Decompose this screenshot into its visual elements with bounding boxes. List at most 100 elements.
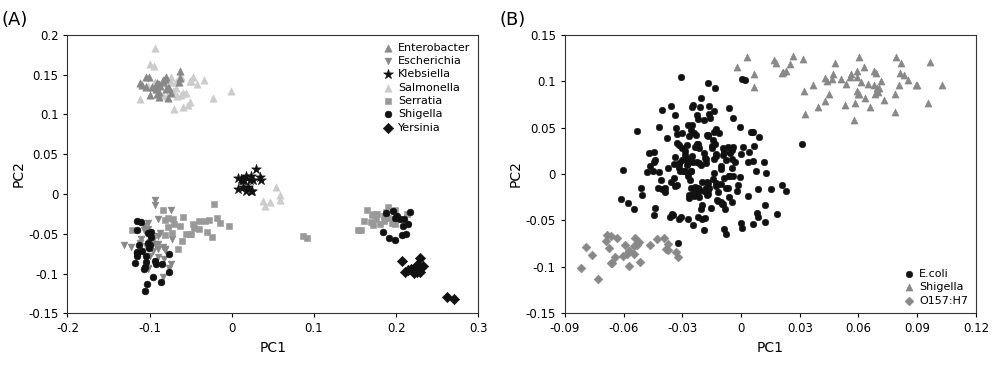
- E.coli: [667, 154, 683, 160]
- Enterobacter: [155, 77, 171, 83]
- Klebsiella: [236, 177, 252, 183]
- Salmonella: [132, 96, 148, 102]
- Shigella: [395, 223, 411, 229]
- E.coli: [667, 183, 683, 189]
- Salmonella: [223, 87, 239, 93]
- Escherichia: [140, 227, 156, 232]
- E.coli: [718, 185, 734, 191]
- E.coli: [702, 115, 718, 121]
- E.coli: [699, 192, 715, 198]
- E.coli: [769, 212, 785, 217]
- E.coli: [641, 150, 657, 156]
- E.coli: [669, 140, 685, 146]
- E.coli: [713, 199, 729, 205]
- E.coli: [687, 145, 703, 150]
- E.coli: [681, 192, 697, 198]
- E.coli: [681, 134, 697, 139]
- E.coli: [680, 160, 696, 166]
- E.coli: [709, 197, 725, 203]
- E.coli: [685, 102, 701, 108]
- Yersinia: [409, 262, 425, 268]
- E.coli: [668, 126, 684, 131]
- E.coli: [645, 168, 661, 174]
- E.coli: [708, 126, 724, 132]
- Shigella: [398, 231, 414, 236]
- E.coli: [691, 145, 707, 151]
- Y-axis label: PC2: PC2: [11, 161, 25, 187]
- E.coli: [721, 194, 737, 200]
- Salmonella: [182, 78, 198, 84]
- Shigella: [774, 70, 790, 76]
- Escherichia: [136, 227, 152, 233]
- E.coli: [678, 155, 694, 161]
- Text: (B): (B): [499, 11, 525, 29]
- E.coli: [663, 179, 679, 185]
- Klebsiella: [245, 176, 261, 182]
- E.coli: [647, 157, 663, 163]
- Escherichia: [157, 247, 173, 253]
- Shigella: [129, 227, 145, 233]
- E.coli: [774, 182, 790, 188]
- Escherichia: [147, 197, 163, 203]
- Salmonella: [182, 100, 198, 105]
- E.coli: [669, 131, 685, 137]
- Salmonella: [268, 184, 284, 190]
- O157:H7: [599, 232, 615, 238]
- Shigella: [778, 68, 794, 74]
- E.coli: [692, 105, 708, 111]
- E.coli: [706, 170, 722, 176]
- E.coli: [720, 185, 736, 191]
- E.coli: [708, 180, 724, 186]
- Shigella: [396, 216, 412, 222]
- O157:H7: [621, 248, 637, 254]
- E.coli: [750, 186, 766, 192]
- E.coli: [639, 169, 655, 175]
- E.coli: [763, 186, 779, 192]
- E.coli: [724, 199, 740, 205]
- E.coli: [684, 104, 700, 110]
- E.coli: [689, 141, 705, 147]
- E.coli: [721, 173, 737, 179]
- Salmonella: [163, 79, 179, 85]
- Shigella: [843, 71, 859, 77]
- Shigella: [873, 78, 889, 84]
- Enterobacter: [138, 74, 154, 79]
- Yersinia: [412, 269, 428, 275]
- Shigella: [139, 281, 155, 287]
- E.coli: [629, 128, 645, 134]
- E.coli: [615, 167, 631, 173]
- Klebsiella: [238, 173, 254, 179]
- Serratia: [191, 226, 207, 232]
- Escherichia: [133, 236, 149, 242]
- Serratia: [350, 227, 366, 232]
- Escherichia: [136, 223, 152, 229]
- Enterobacter: [149, 80, 165, 86]
- Enterobacter: [142, 92, 158, 98]
- E.coli: [694, 216, 710, 222]
- E.coli: [690, 116, 706, 122]
- Yersinia: [406, 270, 422, 276]
- O157:H7: [627, 235, 643, 241]
- Klebsiella: [233, 176, 249, 182]
- E.coli: [683, 168, 699, 174]
- Shigella: [389, 213, 405, 219]
- E.coli: [665, 212, 681, 217]
- Shigella: [400, 221, 416, 227]
- E.coli: [701, 186, 717, 191]
- E.coli: [657, 189, 673, 195]
- Shigella: [805, 82, 821, 88]
- Yersinia: [439, 294, 455, 300]
- Shigella: [387, 238, 403, 243]
- Shigella: [129, 249, 145, 254]
- E.coli: [732, 124, 748, 130]
- E.coli: [660, 165, 676, 171]
- Shigella: [866, 82, 882, 88]
- Klebsiella: [243, 173, 259, 179]
- O157:H7: [632, 259, 648, 265]
- Escherichia: [142, 239, 158, 245]
- Shigella: [849, 68, 865, 74]
- E.coli: [758, 170, 774, 176]
- O157:H7: [617, 242, 633, 247]
- E.coli: [677, 152, 693, 158]
- Klebsiella: [248, 166, 264, 172]
